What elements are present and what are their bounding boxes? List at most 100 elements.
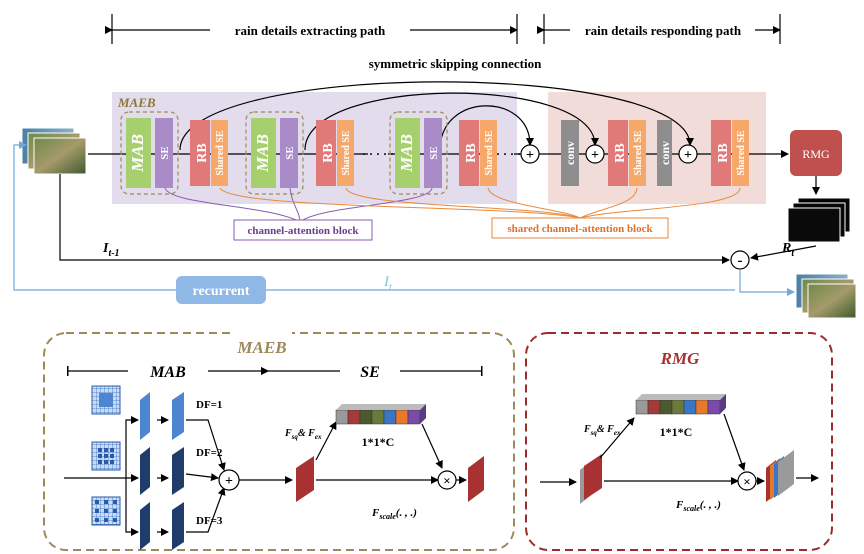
svg-text:Shared SE: Shared SE xyxy=(215,130,226,175)
maeb-block-3: MAB SE xyxy=(389,111,448,195)
svg-text:SE: SE xyxy=(360,364,380,381)
fsq-label: Fsq& Fex xyxy=(284,428,322,441)
output-image-stack xyxy=(795,273,857,319)
svg-text:MAB: MAB xyxy=(149,364,186,381)
se-output-map xyxy=(468,456,484,502)
svg-text:Shared SE: Shared SE xyxy=(736,130,747,175)
rb-shared-2: RB Shared SE xyxy=(316,120,354,186)
responding-path-span: rain details responding path xyxy=(537,14,781,44)
shared-attention-pointers xyxy=(219,187,741,219)
svg-text:×: × xyxy=(743,474,750,489)
mab-block xyxy=(251,118,276,188)
svg-text:conv: conv xyxy=(563,141,577,165)
se-block xyxy=(155,118,173,188)
rb-shared-3: RB Shared SE xyxy=(459,120,497,186)
feature-maps xyxy=(140,392,184,550)
svg-text:+: + xyxy=(591,148,599,163)
r-label: Rt xyxy=(781,241,795,259)
se-block xyxy=(280,118,298,188)
shared-attention-label: shared channel-attention block xyxy=(507,223,653,235)
svg-text:-: - xyxy=(738,253,743,269)
rb-block xyxy=(608,120,628,186)
mab-branch-lines xyxy=(64,416,293,536)
rmg-output-stack xyxy=(766,450,794,502)
recurrent-pill: recurrent xyxy=(176,276,266,304)
i-cur-label: It xyxy=(383,274,392,293)
svg-text:RB: RB xyxy=(464,143,479,162)
rmg-scale-node: × xyxy=(737,471,757,491)
rb-shared-5: RB Shared SE xyxy=(711,120,749,186)
svg-text:RMG: RMG xyxy=(802,147,830,161)
svg-text:Shared SE: Shared SE xyxy=(341,130,352,175)
svg-text:Shared SE: Shared SE xyxy=(484,130,495,175)
i-prev-label: It-1 xyxy=(102,241,120,259)
conv-block-2: conv xyxy=(657,120,672,186)
svg-text:+: + xyxy=(684,148,692,163)
rmg-detail-title: RMG xyxy=(660,349,700,368)
svg-text:MAB: MAB xyxy=(253,134,272,173)
rmg-c-dim-label: 1*1*C xyxy=(660,425,693,439)
channel-vector xyxy=(335,404,426,425)
svg-text:SE: SE xyxy=(159,146,171,159)
extracting-path-span: rain details extracting path xyxy=(105,14,518,44)
shared-se-block xyxy=(480,120,497,186)
plus-node-1: + xyxy=(520,144,540,164)
ellipsis: · · · · · xyxy=(362,147,394,161)
shared-se-block xyxy=(337,120,354,186)
svg-text:Shared SE: Shared SE xyxy=(633,130,644,175)
shared-se-block xyxy=(629,120,646,186)
rmg-channel-vector xyxy=(635,394,726,415)
df2-label: DF=2 xyxy=(196,447,223,459)
shared-se-block xyxy=(732,120,749,186)
rb-shared-1: RB Shared SE xyxy=(190,120,228,186)
svg-text:MAB: MAB xyxy=(397,134,416,173)
se-block xyxy=(424,118,442,188)
input-skip-line xyxy=(59,174,730,264)
plus-node-3: + xyxy=(678,144,698,164)
svg-text:conv: conv xyxy=(658,141,672,165)
conv-block-1: conv xyxy=(561,120,579,186)
responding-path-label: rain details responding path xyxy=(585,23,742,38)
rb-block xyxy=(711,120,731,186)
minus-node: - xyxy=(730,250,750,270)
fscale-label: Fscale(. , .) xyxy=(371,507,417,521)
mab-se-header: MAB SE xyxy=(67,362,483,381)
shared-attention-box xyxy=(491,217,669,239)
rmg-block: RMG xyxy=(790,130,842,176)
mab-block xyxy=(395,118,420,188)
input-image-stack xyxy=(21,127,87,175)
svg-text:SE: SE xyxy=(284,146,296,159)
se-input-map xyxy=(296,456,314,502)
svg-text:+: + xyxy=(526,148,534,163)
scale-node: × xyxy=(437,470,457,490)
svg-text:+: + xyxy=(225,474,233,489)
maeb-block-2: MAB SE xyxy=(245,111,304,195)
rmg-detail-frame xyxy=(525,332,833,551)
svg-text:MAB: MAB xyxy=(128,134,147,173)
svg-text:×: × xyxy=(443,473,450,488)
maeb-block-1: MAB SE xyxy=(120,111,179,195)
rb-block xyxy=(190,120,210,186)
plus-node-2: + xyxy=(585,144,605,164)
df1-label: DF=1 xyxy=(196,399,222,411)
svg-text:recurrent: recurrent xyxy=(192,284,249,299)
svg-text:RB: RB xyxy=(613,143,628,162)
channel-attention-box xyxy=(233,219,373,241)
rmg-fscale-label: Fscale(. , .) xyxy=(675,499,721,513)
df3-label: DF=3 xyxy=(196,515,223,527)
svg-text:SE: SE xyxy=(428,146,440,159)
rb-block xyxy=(316,120,336,186)
rain-streak-stack xyxy=(787,197,851,243)
svg-text:RB: RB xyxy=(321,143,336,162)
rb-shared-4: RB Shared SE xyxy=(608,120,646,186)
extracting-path-label: rain details extracting path xyxy=(235,23,386,38)
rmg-fsq-label: Fsq& Fex xyxy=(583,424,621,437)
svg-text:RB: RB xyxy=(195,143,210,162)
maeb-detail-title: MAEB xyxy=(236,338,286,357)
rb-block xyxy=(459,120,479,186)
c-dim-label: 1*1*C xyxy=(362,435,395,449)
rain-to-minus-line xyxy=(750,245,817,261)
output-line xyxy=(739,269,795,296)
skip-connection-label: symmetric skipping connection xyxy=(369,56,542,71)
